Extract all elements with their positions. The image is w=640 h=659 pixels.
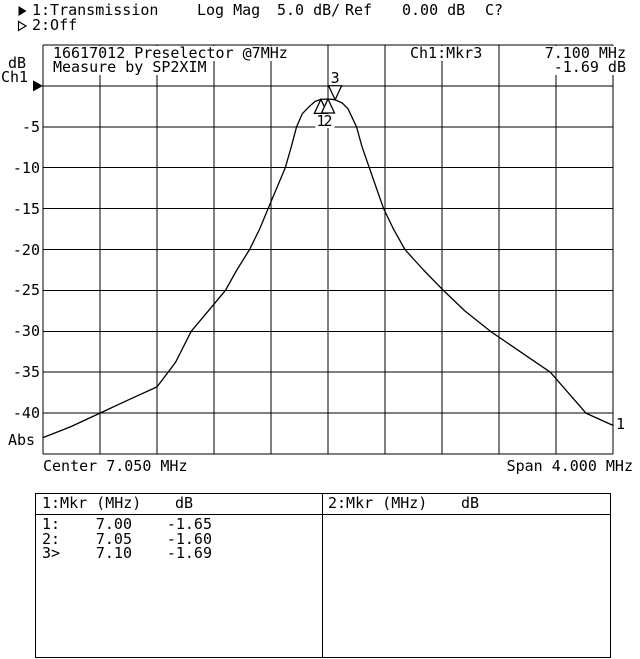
marker-2-label-mask: [322, 113, 335, 128]
y-axis-channel-label: Ch1: [1, 68, 29, 86]
marker-row-id: 2:: [42, 529, 61, 548]
y-axis-tick-label: -10: [12, 158, 40, 177]
y-axis-tick-label: -25: [12, 281, 40, 300]
ch1-measurement-label: 1:Transmission: [32, 1, 159, 19]
trace-line: [42, 98, 614, 439]
y-axis-tick-label: -40: [12, 404, 40, 423]
graph-title-line1: 16617012 Preselector @7MHz: [51, 44, 290, 62]
y-axis-mode-label: Abs: [8, 431, 36, 449]
marker-2-number-label: 2: [323, 111, 333, 130]
channel1-active-arrow-icon: [18, 6, 27, 16]
ch1-cal-indicator: C?: [485, 1, 504, 19]
marker-1-number-label: 1: [316, 112, 326, 131]
marker-row-freq: 7.00: [95, 515, 132, 533]
marker-row-db: -1.69: [166, 544, 212, 562]
marker-3-number-label: 3: [330, 68, 340, 87]
marker-table-header-separator: [36, 514, 610, 515]
marker-table-divider: [322, 494, 323, 657]
ch1-ref-label: Ref: [345, 1, 373, 19]
ch1-scale-label: 5.0 dB/: [277, 1, 341, 19]
ch1-ref-value: 0.00 dB: [402, 1, 466, 19]
marker-3-label-mask: [329, 70, 342, 85]
y-axis-tick-label: -5: [21, 117, 40, 136]
marker-row-freq: 7.10: [95, 544, 132, 562]
marker-table-right-header: 2:Mkr (MHz): [328, 494, 428, 512]
marker-table-left-unit: dB: [175, 494, 194, 512]
trace-number-label: 1: [616, 415, 626, 433]
graph-title-line2: Measure by SP2XIM: [51, 58, 209, 76]
y-axis-tick-label: -15: [12, 199, 40, 218]
marker-table-row: 1: 7.00 -1.65: [36, 515, 321, 533]
marker-table-right-unit: dB: [461, 494, 480, 512]
y-axis-tick-label: -30: [12, 322, 40, 341]
marker-row-db: -1.65: [166, 515, 212, 533]
y-axis-tick-label: -35: [12, 363, 40, 382]
marker-rows-right: [322, 516, 607, 657]
marker-2-triangle-icon: [320, 97, 336, 114]
marker-table-row: 3> 7.10 -1.69: [36, 544, 321, 562]
marker-row-freq: 7.05: [95, 529, 132, 548]
x-axis-span-label: Span 4.000 MHz: [506, 457, 633, 475]
marker-rows-left: 1: 7.00 -1.65 2: 7.05 -1.60 3> 7.10 -1.69: [36, 516, 321, 657]
channel2-inactive-arrow-icon: [17, 20, 28, 32]
marker-readout-level: -1.69 dB: [551, 58, 628, 76]
marker-row-id: 3>: [42, 544, 61, 562]
ch2-measurement-label: 2:Off: [32, 16, 78, 34]
ch1-reference-arrow-icon: [33, 80, 43, 92]
ch1-format-label: Log Mag: [197, 1, 261, 19]
x-axis-center-label: Center 7.050 MHz: [43, 457, 188, 475]
y-axis-tick-label: -20: [12, 240, 40, 259]
marker-readout-frequency: 7.100 MHz: [542, 44, 628, 62]
marker-readout-channel: Ch1:Mkr3: [408, 44, 485, 62]
marker-row-db: -1.60: [166, 529, 212, 548]
marker-table-left-header: 1:Mkr (MHz): [42, 494, 142, 512]
marker-table: 1:Mkr (MHz) dB 2:Mkr (MHz) dB 1: 7.00 -1.6…: [35, 493, 611, 658]
marker-table-row: 2: 7.05 -1.60: [36, 529, 321, 548]
marker-3-triangle-icon: [327, 85, 343, 102]
marker-row-id: 1:: [42, 515, 61, 533]
y-axis-unit-label: dB: [8, 54, 27, 72]
